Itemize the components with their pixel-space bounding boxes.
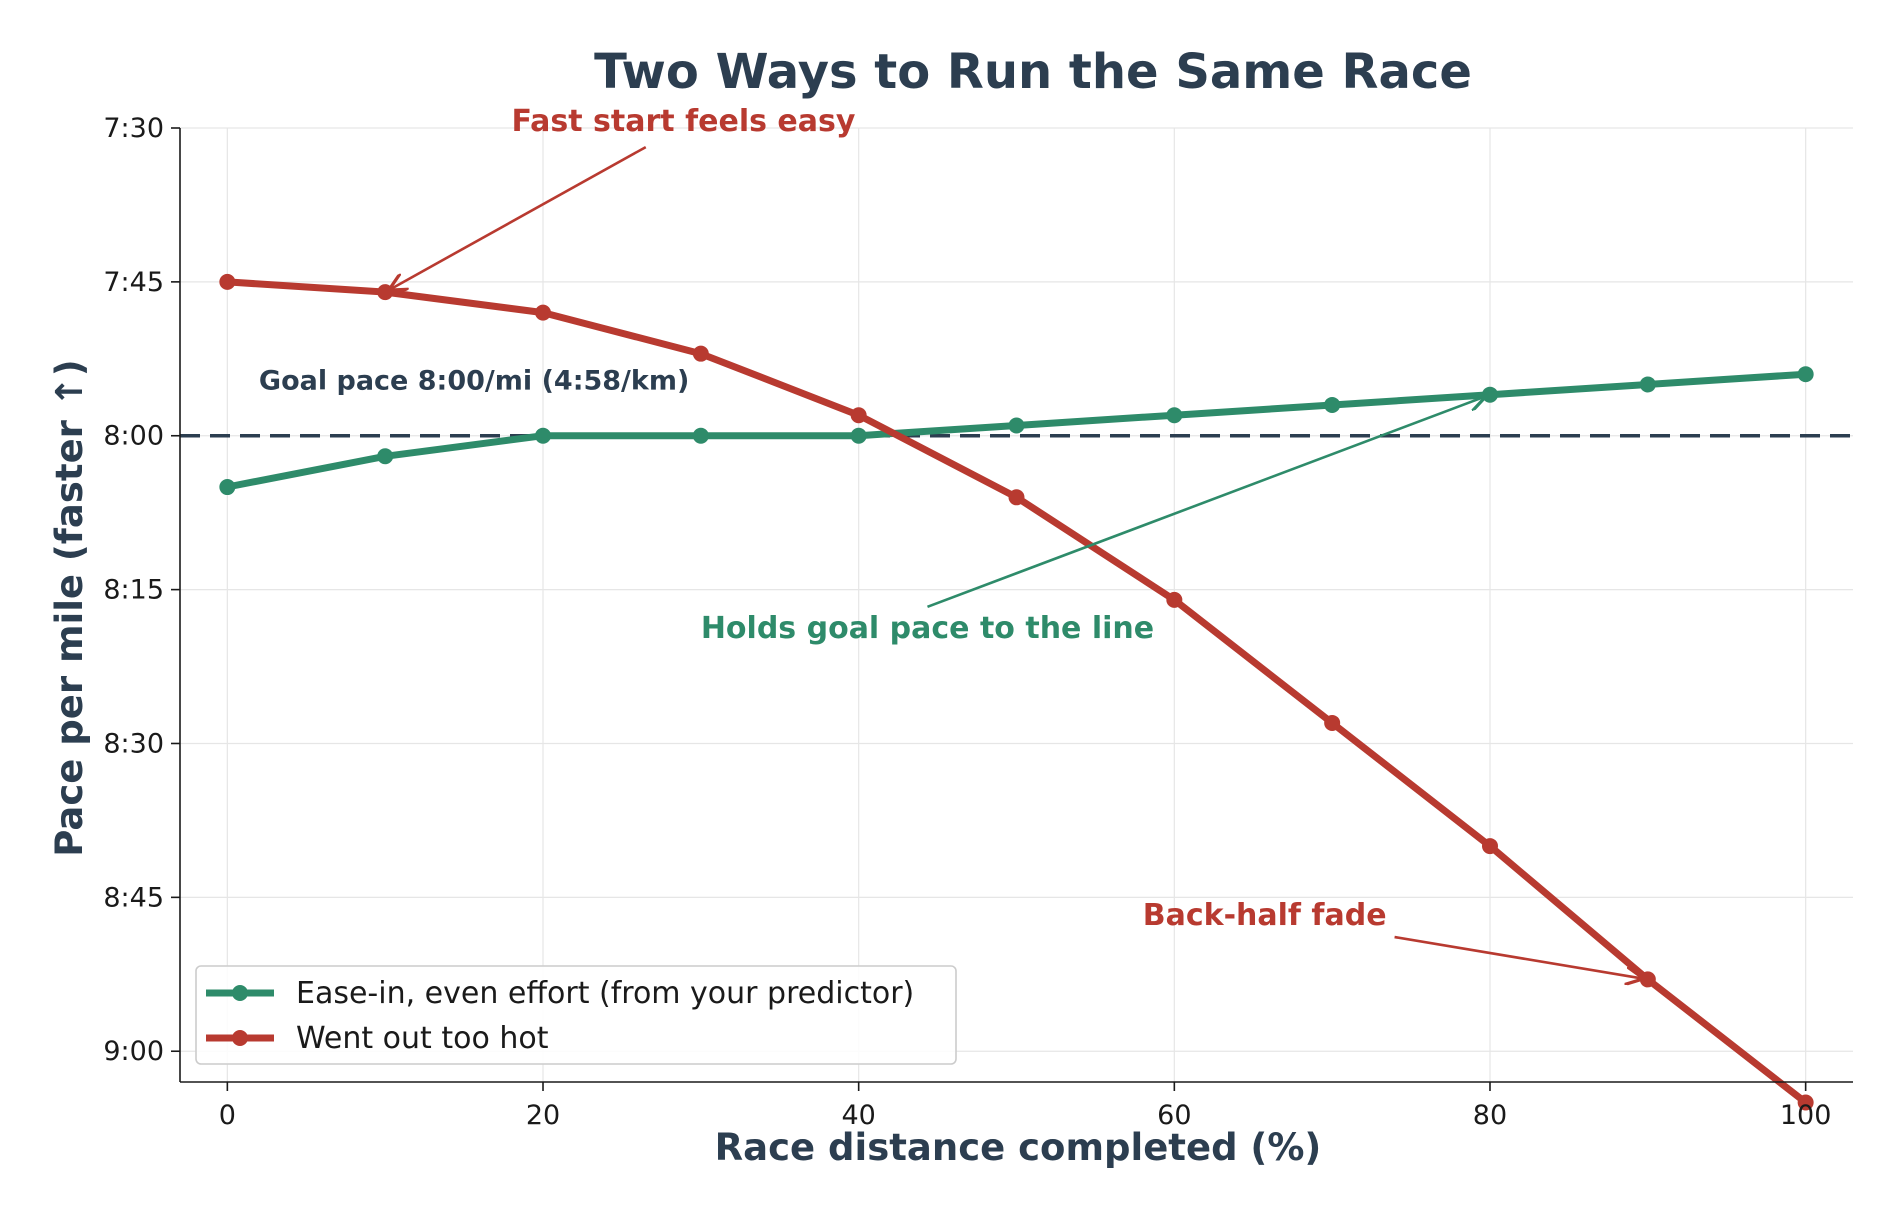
y-tick-label: 8:15 [103,575,164,606]
x-tick-label: 60 [1157,1100,1191,1131]
data-point [1166,591,1183,608]
y-tick-label: 7:30 [103,113,164,144]
legend-swatch-marker [232,1030,248,1046]
annotation-1: Holds goal pace to the line [701,397,1485,646]
data-point [535,304,552,321]
annotation-text: Holds goal pace to the line [701,611,1154,646]
y-tick-label: 7:45 [103,267,164,298]
data-point [219,273,236,290]
annotation-arrow [390,145,647,289]
data-point [377,284,394,301]
data-point [1797,1094,1814,1111]
annotations: Fast start feels easy Holds goal pace to … [390,104,1641,978]
x-tick-label: 40 [841,1100,875,1131]
x-tick-label: 0 [219,1100,236,1131]
data-point [1639,971,1656,988]
data-point [1797,366,1814,383]
series-1 [219,273,1814,1111]
y-tick-label: 9:00 [103,1036,164,1067]
annotation-arrow [927,397,1484,609]
annotation-0: Fast start feels easy [390,104,856,289]
data-point [850,427,867,444]
legend-swatch-marker [232,985,248,1001]
axes: 0 20 40 60 80 100 7:30 7:45 8:00 8:15 8:30 8:45 9:00 [103,113,1853,1131]
data-point [850,407,867,424]
annotation-text: Fast start feels easy [511,104,855,139]
goal-pace-reference: Goal pace 8:00/mi (4:58/km) [180,366,1853,438]
legend-label: Went out too hot [296,1021,549,1056]
data-point [1008,417,1025,434]
x-tick-label: 100 [1780,1100,1832,1131]
annotation-arrow [1394,935,1642,978]
chart-title: Two Ways to Run the Same Race [594,44,1472,100]
y-tick-label: 8:45 [103,882,164,913]
data-point [1481,838,1498,855]
data-point [692,345,709,362]
x-axis-label: Race distance completed (%) [715,1126,1322,1169]
grid [180,127,1853,1082]
annotation-text: Back-half fade [1143,898,1387,933]
data-point [377,448,394,465]
legend-box [195,965,957,1065]
legend-label: Ease-in, even effort (from your predicto… [296,976,914,1011]
goal-pace-label: Goal pace 8:00/mi (4:58/km) [259,366,689,397]
x-tick-label: 20 [526,1100,560,1131]
data-point [1324,714,1341,731]
y-tick-label: 8:00 [103,421,164,452]
data-point [1639,376,1656,393]
data-point [219,479,236,496]
data-point [1166,407,1183,424]
annotation-2: Back-half fade [1143,898,1642,978]
data-point [1008,489,1025,506]
legend-entry-1: Went out too hot [206,1021,549,1056]
y-tick-label: 8:30 [103,728,164,759]
series-0 [219,366,1814,496]
data-point [692,427,709,444]
legend: Ease-in, even effort (from your predicto… [195,965,957,1065]
legend-entry-0: Ease-in, even effort (from your predicto… [206,976,914,1011]
x-tick-label: 80 [1473,1100,1507,1131]
data-point [1324,396,1341,413]
y-axis-label: Pace per mile (faster ↑) [48,359,91,856]
series-group [219,273,1814,1111]
data-point [535,427,552,444]
data-point [1481,386,1498,403]
